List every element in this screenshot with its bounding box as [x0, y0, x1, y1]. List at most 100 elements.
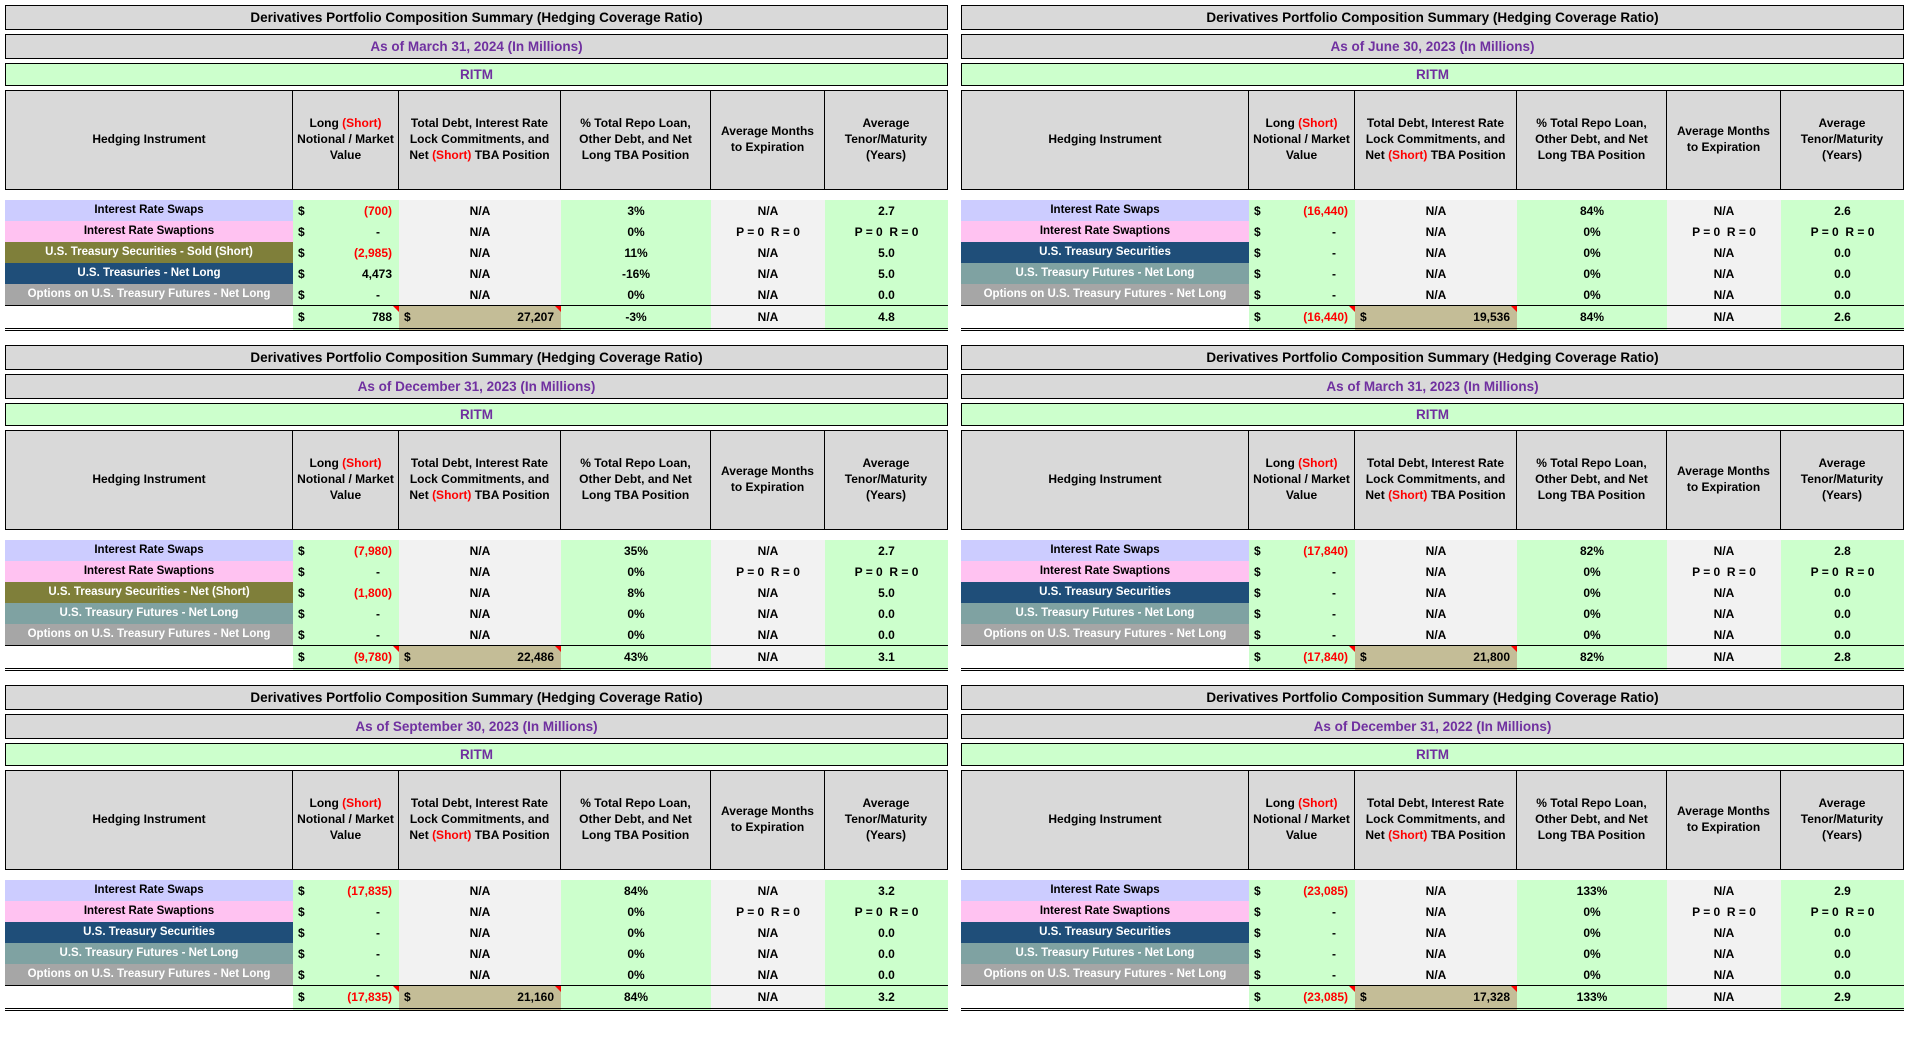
instrument-label: U.S. Treasury Securities	[961, 922, 1249, 943]
total-tenor-cell: 4.8	[825, 305, 948, 331]
comment-marker-icon	[393, 646, 399, 652]
header-text-part: TBA Position	[471, 827, 550, 842]
col-header-hedging-instrument: Hedging Instrument	[5, 430, 293, 530]
instrument-label: Interest Rate Swaps	[5, 540, 293, 561]
months-to-expiration-cell: N/A	[1667, 880, 1781, 901]
notional-amount: (16,440)	[1303, 203, 1348, 218]
repo-pct-cell: 0%	[1517, 284, 1667, 305]
instrument-label: Interest Rate Swaptions	[5, 901, 293, 922]
tenor-maturity-cell: 5.0	[825, 242, 948, 263]
total-debt-cell: N/A	[399, 624, 561, 645]
total-notional-amount: (17,840)	[1303, 650, 1348, 664]
instrument-label: Interest Rate Swaptions	[961, 901, 1249, 922]
total-months-cell: N/A	[1667, 645, 1781, 671]
months-to-expiration-cell: N/A	[711, 582, 825, 603]
total-notional-cell: $788	[293, 305, 399, 331]
currency-symbol: $	[298, 946, 305, 961]
total-debt-cell: N/A	[1355, 880, 1517, 901]
notional-amount: -	[376, 564, 380, 579]
total-repo-pct-cell: 84%	[561, 985, 711, 1011]
total-debt-sum-cell: $19,536	[1355, 305, 1517, 331]
tenor-maturity-cell: 0.0	[1781, 624, 1904, 645]
repo-pct-cell: 0%	[1517, 922, 1667, 943]
header-text-part: Total Debt, Interest Rate Lock Commitmen…	[409, 796, 550, 842]
months-to-expiration-cell: N/A	[711, 922, 825, 943]
instrument-label: Options on U.S. Treasury Futures - Net L…	[961, 284, 1249, 305]
instrument-label: Interest Rate Swaps	[5, 880, 293, 901]
months-to-expiration-cell: N/A	[711, 603, 825, 624]
tenor-maturity-cell: 0.0	[1781, 263, 1904, 284]
tenor-maturity-cell: 2.8	[1781, 540, 1904, 561]
notional-value-cell: $ -	[293, 561, 399, 582]
instrument-row: U.S. Treasury Futures - Net Long $ - N/A 0% N…	[961, 263, 1904, 284]
repo-pct-cell: 0%	[561, 964, 711, 985]
header-text: Average Tenor/Maturity (Years)	[844, 456, 928, 502]
notional-value-cell: $ -	[1249, 603, 1355, 624]
total-notional-cell: $ (9,780)	[293, 645, 399, 671]
total-notional-cell: $ (17,840)	[1249, 645, 1355, 671]
col-header-hedging-instrument: Hedging Instrument	[961, 90, 1249, 190]
months-to-expiration-cell: N/A	[1667, 964, 1781, 985]
tenor-maturity-cell: 0.0	[1781, 284, 1904, 305]
repo-pct-cell: 82%	[1517, 540, 1667, 561]
tenor-maturity-cell: 0.0	[1781, 242, 1904, 263]
header-text: Hedging Instrument	[1048, 132, 1162, 147]
col-header-tenor-maturity: Average Tenor/Maturity (Years)	[1781, 430, 1904, 530]
total-debt-amount: 27,207	[517, 310, 554, 324]
months-to-expiration-cell: N/A	[1667, 540, 1781, 561]
notional-amount: -	[1332, 266, 1336, 281]
col-header-notional: Long (Short) Notional / Market Value	[293, 770, 399, 870]
instrument-label: U.S. Treasury Futures - Net Long	[961, 943, 1249, 964]
tenor-maturity-cell: 0.0	[1781, 922, 1904, 943]
currency-symbol: $	[1254, 904, 1261, 919]
comment-marker-icon	[1349, 986, 1355, 992]
comment-marker-icon	[555, 646, 561, 652]
notional-value-cell: $ -	[293, 624, 399, 645]
comment-marker-icon	[1511, 986, 1517, 992]
instrument-row: Interest Rate Swaptions $ - N/A 0% P = 0 R = …	[961, 561, 1904, 582]
column-header-row: Hedging Instrument Long (Short) Notional …	[5, 90, 948, 190]
tenor-maturity-cell: 2.7	[825, 200, 948, 221]
currency-symbol: $	[1254, 606, 1261, 621]
header-text: Long (Short) Notional / Market Value	[297, 796, 394, 843]
currency-symbol: $	[298, 650, 305, 664]
repo-pct-cell: 0%	[561, 603, 711, 624]
spacer-row	[5, 190, 948, 200]
as-of-date: As of June 30, 2023 (In Millions)	[961, 34, 1904, 59]
instrument-row: Interest Rate Swaptions $ - N/A 0% P = 0 R = …	[5, 221, 948, 242]
header-short-red-text: (Short)	[1388, 827, 1428, 842]
months-to-expiration-cell: P = 0 R = 0	[711, 221, 825, 242]
portfolio-summary-table: Derivatives Portfolio Composition Summar…	[961, 5, 1904, 331]
spacer-row	[961, 530, 1904, 540]
notional-amount: (700)	[363, 203, 392, 218]
comment-marker-icon	[1349, 646, 1355, 652]
header-text-part: Total Debt, Interest Rate Lock Commitmen…	[409, 456, 550, 502]
months-to-expiration-cell: N/A	[1667, 582, 1781, 603]
tenor-maturity-cell: 5.0	[825, 263, 948, 284]
currency-symbol: $	[1254, 224, 1261, 239]
notional-amount: (23,085)	[1303, 883, 1348, 898]
instrument-row: Interest Rate Swaps $ (23,085) N/A 133% N/A 2.…	[961, 880, 1904, 901]
header-short-red-text: (Short)	[342, 796, 382, 811]
repo-pct-cell: 0%	[1517, 263, 1667, 284]
total-row: $788 $27,207 -3% N/A 4.8	[5, 305, 948, 331]
repo-pct-cell: 0%	[561, 901, 711, 922]
currency-symbol: $	[1254, 585, 1261, 600]
instrument-row: Options on U.S. Treasury Futures - Net L…	[5, 964, 948, 985]
comment-marker-icon	[393, 986, 399, 992]
instrument-label: U.S. Treasury Futures - Net Long	[961, 263, 1249, 284]
header-text: Hedging Instrument	[92, 812, 206, 827]
instrument-row: Interest Rate Swaps $ (7,980) N/A 35% N/A 2.7	[5, 540, 948, 561]
header-text-part: Total Debt, Interest Rate Lock Commitmen…	[409, 116, 550, 162]
notional-value-cell: $ -	[1249, 964, 1355, 985]
header-short-red-text: (Short)	[432, 827, 472, 842]
total-debt-cell: N/A	[1355, 624, 1517, 645]
total-debt-cell: N/A	[1355, 284, 1517, 305]
tenor-maturity-cell: 0.0	[1781, 603, 1904, 624]
total-debt-cell: N/A	[399, 200, 561, 221]
comment-marker-icon	[1511, 306, 1517, 312]
currency-symbol: $	[1254, 266, 1261, 281]
notional-amount: -	[1332, 904, 1336, 919]
instrument-row: Options on U.S. Treasury Futures - Net L…	[961, 624, 1904, 645]
repo-pct-cell: 0%	[1517, 964, 1667, 985]
